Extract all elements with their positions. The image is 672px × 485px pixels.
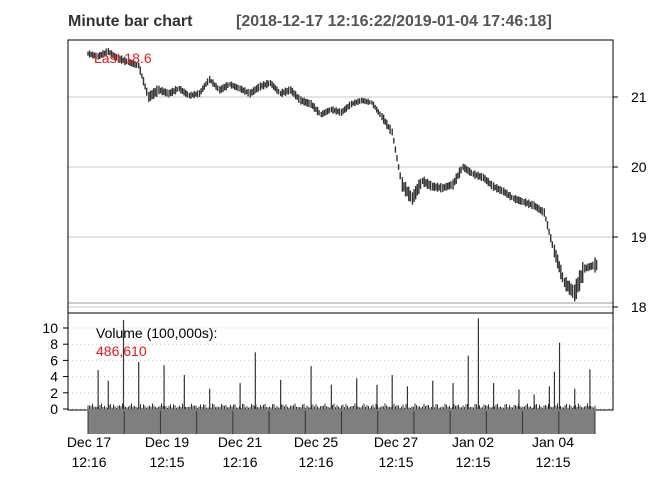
volume-tick-label: 8 (50, 336, 58, 352)
x-tick-label-date: Dec 17 (67, 434, 112, 450)
price-y-axis: 18 19 20 21 (613, 89, 647, 315)
volume-tick-label: 4 (50, 369, 58, 385)
x-tick-label-time: 12:15 (535, 454, 570, 470)
price-tick-label: 20 (631, 159, 647, 175)
x-tick-label-time: 12:15 (378, 454, 413, 470)
volume-tick-label: 6 (50, 352, 58, 368)
volume-label: Volume (100,000s): (96, 325, 217, 341)
volume-tick-label: 2 (50, 385, 58, 401)
x-tick-label-date: Dec 27 (374, 434, 419, 450)
price-bars (87, 47, 598, 302)
date-band (87, 411, 596, 434)
x-tick-label-date: Dec 25 (294, 434, 339, 450)
chart-title: Minute bar chart (68, 13, 193, 30)
x-tick-label-time: 12:16 (222, 454, 257, 470)
volume-tick-label: 10 (42, 320, 58, 336)
volume-value: 486,610 (96, 343, 147, 359)
price-tick-label: 18 (631, 299, 647, 315)
x-tick-label-time: 12:16 (71, 454, 106, 470)
volume-bars (87, 318, 596, 409)
x-tick-label-date: Dec 21 (218, 434, 263, 450)
price-panel-frame (67, 39, 614, 314)
last-price-label: Last 18.6 (94, 50, 152, 66)
volume-panel-frame (67, 312, 614, 411)
volume-tick-label: 0 (50, 401, 58, 417)
x-tick-label-time: 12:16 (298, 454, 333, 470)
x-tick-label-date: Jan 04 (532, 434, 574, 450)
price-tick-label: 21 (631, 89, 647, 105)
x-tick-label-time: 12:15 (455, 454, 490, 470)
price-tick-label: 19 (631, 229, 647, 245)
x-tick-label-date: Dec 19 (145, 434, 190, 450)
price-grid (68, 96, 613, 308)
x-tick-label-date: Jan 02 (452, 434, 494, 450)
x-axis: Dec 17 12:16 Dec 19 12:15 Dec 21 12:16 Dec 25 1… (67, 434, 574, 470)
chart-date-range: [2018-12-17 12:16:22/2019-01-04 17:46:18… (236, 13, 552, 30)
x-tick-label-time: 12:15 (149, 454, 184, 470)
